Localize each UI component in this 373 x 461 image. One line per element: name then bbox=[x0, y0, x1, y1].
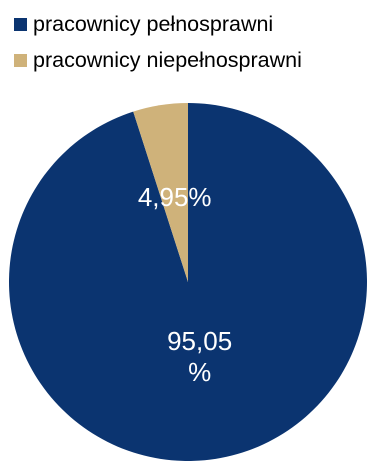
data-label-1: 4,95% bbox=[138, 182, 212, 212]
pie-slice-0 bbox=[9, 103, 368, 461]
chart-legend: pracownicy pełnosprawni pracownicy niepe… bbox=[14, 6, 302, 78]
pie-slice-1 bbox=[133, 103, 188, 282]
data-label-0: 95,05% bbox=[167, 326, 232, 387]
legend-label-niepelnosprawni: pracownicy niepełnosprawni bbox=[33, 47, 302, 72]
legend-item-niepelnosprawni: pracownicy niepełnosprawni bbox=[14, 42, 302, 78]
legend-swatch-navy bbox=[14, 17, 27, 31]
legend-swatch-tan bbox=[14, 53, 27, 67]
legend-item-pelnosprawni: pracownicy pełnosprawni bbox=[14, 6, 302, 42]
legend-label-pelnosprawni: pracownicy pełnosprawni bbox=[33, 11, 274, 36]
